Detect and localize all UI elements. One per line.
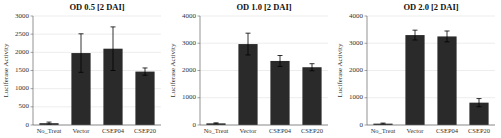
y-tick-label: 0	[26, 121, 30, 129]
y-tick-label: 1000	[182, 93, 197, 101]
y-tick-label: 3000	[349, 39, 364, 47]
x-tick-label: No_Treat	[37, 127, 62, 134]
y-axis	[367, 16, 368, 125]
marks	[39, 27, 154, 125]
bar	[135, 72, 154, 125]
y-tick	[198, 97, 201, 98]
y-axis-label: Luciferase Activity	[169, 43, 177, 97]
chart-container: 0 500 1000 1500 2000 2500 3000 No_Treat Vector CS…	[0, 0, 501, 138]
grid-line	[367, 97, 495, 98]
x-tick-label: No_Treat	[204, 127, 229, 134]
y-tick	[365, 16, 368, 17]
y-tick-label: 1000	[349, 93, 364, 101]
marks	[206, 33, 321, 125]
y-tick-label: 3000	[182, 39, 197, 47]
y-tick-label: 4000	[182, 12, 197, 20]
error-bar	[413, 30, 418, 40]
grid-line	[33, 16, 161, 17]
y-tick	[365, 43, 368, 44]
x-tick-label: Vector	[407, 127, 425, 134]
y-tick-label: 3000	[15, 12, 30, 20]
bar	[270, 61, 289, 125]
y-tick	[198, 16, 201, 17]
x-tick-label: Vector	[240, 127, 258, 134]
y-axis	[200, 16, 201, 125]
grid-line	[367, 43, 495, 44]
marks	[373, 30, 488, 125]
y-tick	[365, 70, 368, 71]
error-bar	[214, 123, 219, 124]
grid-line	[367, 16, 495, 17]
y-tick	[365, 125, 368, 126]
x-tick-label: CSEP04	[436, 127, 459, 134]
error-bar	[79, 34, 84, 73]
y-tick-label: 2000	[15, 48, 30, 56]
y-tick	[31, 88, 34, 89]
grid-line	[200, 125, 328, 126]
y-tick	[365, 97, 368, 98]
y-tick-label: 0	[360, 121, 364, 129]
y-tick	[31, 52, 34, 53]
y-tick	[198, 70, 201, 71]
y-tick-label: 1500	[15, 66, 30, 74]
y-axis-label: Luciferase Activity	[336, 43, 344, 97]
y-tick-label: 500	[19, 102, 30, 110]
grid-line	[33, 125, 161, 126]
x-tick-label: Vector	[73, 127, 91, 134]
y-tick-label: 2000	[349, 66, 364, 74]
y-tick-label: 0	[193, 121, 197, 129]
grid-line	[200, 16, 328, 17]
y-tick	[31, 34, 34, 35]
x-axis	[33, 125, 161, 126]
panel: 0 1000 2000 3000 4000 No_Treat Vector CSEP04 CSE…	[169, 2, 328, 134]
y-tick	[31, 16, 34, 17]
error-bar	[47, 122, 52, 124]
grid-line	[367, 125, 495, 126]
x-tick-label: CSEP20	[301, 127, 323, 134]
bar	[302, 67, 321, 125]
error-bar	[310, 64, 315, 71]
error-bar	[445, 31, 450, 42]
grid-line	[33, 34, 161, 35]
x-tick-label: CSEP04	[269, 127, 292, 134]
x-tick-label: CSEP20	[468, 127, 490, 134]
x-tick-label: CSEP20	[134, 127, 156, 134]
error-bar	[381, 123, 386, 124]
grid-line	[367, 70, 495, 71]
bar	[238, 44, 257, 125]
title: OD 2.0 [2 DAI]	[403, 2, 458, 12]
panel: 0 500 1000 1500 2000 2500 3000 No_Treat Vector CS…	[2, 2, 161, 134]
y-tick	[31, 70, 34, 71]
title: OD 1.0 [2 DAI]	[236, 2, 291, 12]
y-tick	[31, 125, 34, 126]
grid-line	[33, 70, 161, 71]
error-bar	[477, 99, 482, 107]
x-axis	[200, 125, 328, 126]
x-axis	[367, 125, 495, 126]
y-axis	[33, 16, 34, 125]
grid-line	[33, 52, 161, 53]
y-tick-label: 2500	[15, 30, 30, 38]
y-tick-label: 2000	[182, 66, 197, 74]
y-axis-label: Luciferase Activity	[2, 43, 10, 97]
error-bar	[246, 33, 251, 55]
error-bar	[143, 68, 148, 75]
x-tick-label: No_Treat	[371, 127, 396, 134]
figure: 0 500 1000 1500 2000 2500 3000 No_Treat Vector CS…	[0, 0, 501, 138]
y-tick-label: 4000	[349, 12, 364, 20]
title: OD 0.5 [2 DAI]	[69, 2, 124, 12]
error-bar	[111, 27, 116, 71]
bar	[437, 36, 456, 125]
error-bar	[278, 56, 283, 67]
y-tick	[198, 125, 201, 126]
x-tick-label: CSEP04	[102, 127, 125, 134]
bar	[405, 35, 424, 125]
y-tick	[198, 43, 201, 44]
grid-line	[200, 43, 328, 44]
y-tick-label: 1000	[15, 84, 30, 92]
panel: 0 1000 2000 3000 4000 No_Treat Vector CSEP04 CSE…	[336, 2, 495, 134]
y-tick	[31, 106, 34, 107]
